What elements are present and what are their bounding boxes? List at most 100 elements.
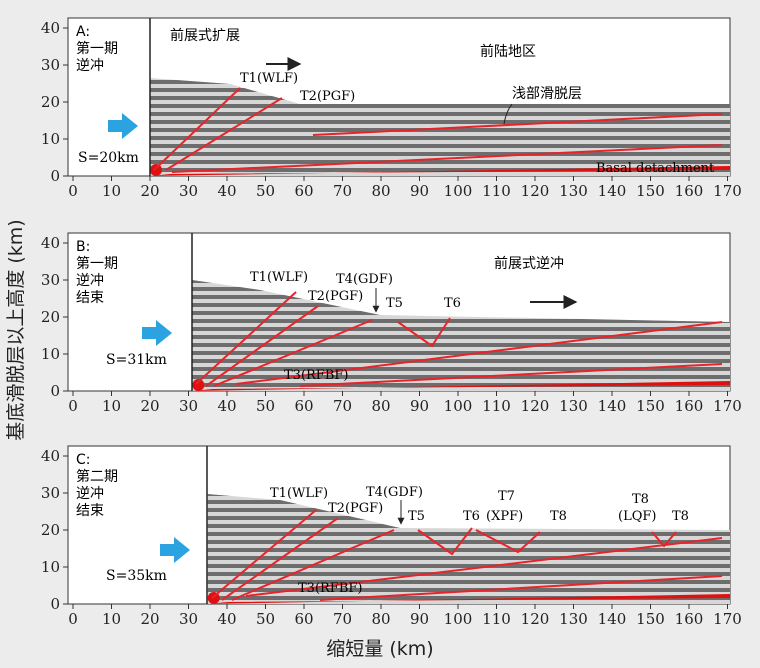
popup-structure (475, 529, 541, 554)
y-tick-label: 20 (41, 521, 60, 539)
panel-b-fault-t3: T3(RFBF) (284, 368, 348, 383)
x-tick-label: 50 (256, 397, 275, 415)
panel-a-region-label: 前陆地区 (480, 43, 536, 60)
x-tick-label: 30 (179, 610, 198, 628)
stratum-band (150, 160, 730, 164)
x-tick-label: 160 (675, 610, 704, 628)
fault-trace (165, 97, 283, 171)
fault-trace (312, 113, 723, 136)
panel-b-title-2: 第一期 (76, 255, 118, 272)
panel-b-title-1: B: (76, 239, 90, 255)
x-tick-label: 130 (559, 397, 588, 415)
x-tick-label: 0 (68, 610, 78, 628)
panel-c-fault-lqf: (LQF) (618, 509, 656, 524)
panel-c-title-4: 结束 (76, 503, 104, 519)
basal-knot (192, 379, 205, 391)
x-tick-label: 110 (482, 610, 511, 628)
x-tick-label: 160 (675, 397, 704, 415)
y-tick-label: 10 (41, 130, 60, 148)
panel-b: B: 第一期 逆冲 结束 S=31km 前展式逆冲 T1(WLF) T2(PGF… (41, 232, 742, 415)
fault-trace (235, 321, 723, 385)
x-tick-label: 20 (140, 610, 159, 628)
panel-c-fault-t2: T2(PGF) (328, 501, 383, 516)
fault-trace (213, 319, 373, 387)
stratum-band (192, 343, 730, 347)
panel-a-title-2: 第一期 (76, 40, 118, 57)
panel-b-push-arrow-icon (142, 320, 172, 346)
stratum-band (192, 319, 730, 323)
x-tick-label: 120 (521, 610, 550, 628)
x-tick-label: 10 (102, 397, 121, 415)
stratum-band (192, 335, 730, 339)
fault-trace (245, 537, 723, 597)
stratum-band (207, 572, 730, 576)
x-tick-label: 40 (217, 182, 236, 200)
stratum-band (207, 532, 730, 536)
x-tick-label: 10 (102, 610, 121, 628)
x-tick-label: 30 (179, 397, 198, 415)
x-tick-label: 40 (217, 610, 236, 628)
x-tick-label: 150 (636, 397, 665, 415)
popup-structure (397, 317, 451, 348)
y-tick-label: 40 (41, 447, 60, 465)
panel-c-fault-t1: T1(WLF) (270, 486, 328, 501)
y-tick-label: 40 (41, 19, 60, 37)
x-tick-label: 110 (482, 397, 511, 415)
panel-c-fault-t8a: T8 (550, 509, 567, 524)
stratum-band (207, 556, 730, 560)
y-tick-label: 0 (50, 167, 60, 185)
stratum-band (150, 112, 730, 116)
basal-detachment (192, 381, 731, 391)
basal-knot (150, 164, 162, 176)
x-axis-label: 缩短量 (km) (326, 638, 433, 660)
panel-a-title-3: 逆冲 (76, 58, 104, 74)
x-tick-label: 150 (636, 182, 665, 200)
fault-trace (171, 144, 723, 173)
panel-c-title-1: C: (76, 452, 91, 468)
fault-trace (195, 291, 297, 385)
x-tick-label: 60 (294, 610, 313, 628)
x-tick-label: 80 (371, 397, 390, 415)
panel-c-push-arrow-icon (160, 537, 190, 563)
panel-a-detachment-leader (503, 103, 513, 125)
popup-structure (417, 527, 473, 556)
stratum-band (207, 540, 730, 544)
panel-c-title-2: 第二期 (76, 468, 118, 485)
panel-c: C: 第二期 逆冲 结束 S=35km T1(WLF) T2(PGF) T4(G… (41, 445, 742, 628)
panel-c-fault-xpf: (XPF) (486, 509, 523, 524)
panel-b-fault-t6: T6 (444, 296, 461, 311)
y-tick-label: 10 (41, 345, 60, 363)
panel-a-axes: 0 10 20 30 40 50 60 70 80 90 100 110 120 130 140 150 160… (41, 19, 742, 200)
panel-a-detachment-label: 浅部滑脱层 (512, 85, 582, 102)
stratum-band (192, 327, 730, 331)
panel-a: A: 第一期 逆冲 S=20km 前展式扩展 前陆地区 浅部滑脱层 Basal … (41, 17, 742, 200)
panel-b-title-4: 结束 (76, 290, 104, 306)
x-tick-label: 120 (521, 397, 550, 415)
x-tick-label: 0 (68, 397, 78, 415)
panel-b-fault-t1: T1(WLF) (250, 270, 308, 285)
panel-a-front-label: 前展式扩展 (170, 27, 240, 44)
x-tick-label: 60 (294, 182, 313, 200)
x-tick-label: 160 (675, 182, 704, 200)
x-tick-label: 60 (294, 397, 313, 415)
x-tick-label: 50 (256, 182, 275, 200)
x-tick-label: 90 (410, 182, 429, 200)
x-tick-label: 170 (713, 397, 742, 415)
panel-c-axes: 0 10 20 30 40 50 60 70 80 90 100 110 120 130 140 150 160… (41, 447, 742, 628)
stratum-band (192, 367, 730, 371)
panel-c-fault-t4: T4(GDF) (366, 485, 423, 500)
panel-a-fault-t2: T2(PGF) (300, 89, 355, 104)
panel-b-title-3: 逆冲 (76, 273, 104, 289)
panel-a-basal-label: Basal detachment (596, 161, 715, 176)
fault-trace (211, 509, 317, 599)
x-tick-label: 80 (371, 182, 390, 200)
y-tick-label: 30 (41, 56, 60, 74)
fault-trace (205, 305, 319, 387)
y-tick-label: 30 (41, 484, 60, 502)
stratum-band (150, 168, 730, 172)
panel-a-shortening: S=20km (78, 150, 139, 166)
panel-b-axes: 0 10 20 30 40 50 60 70 80 90 100 110 120 130 140 150 160… (41, 234, 742, 415)
x-tick-label: 100 (444, 182, 473, 200)
stratum-band (150, 136, 730, 140)
stratum-band (192, 351, 730, 355)
